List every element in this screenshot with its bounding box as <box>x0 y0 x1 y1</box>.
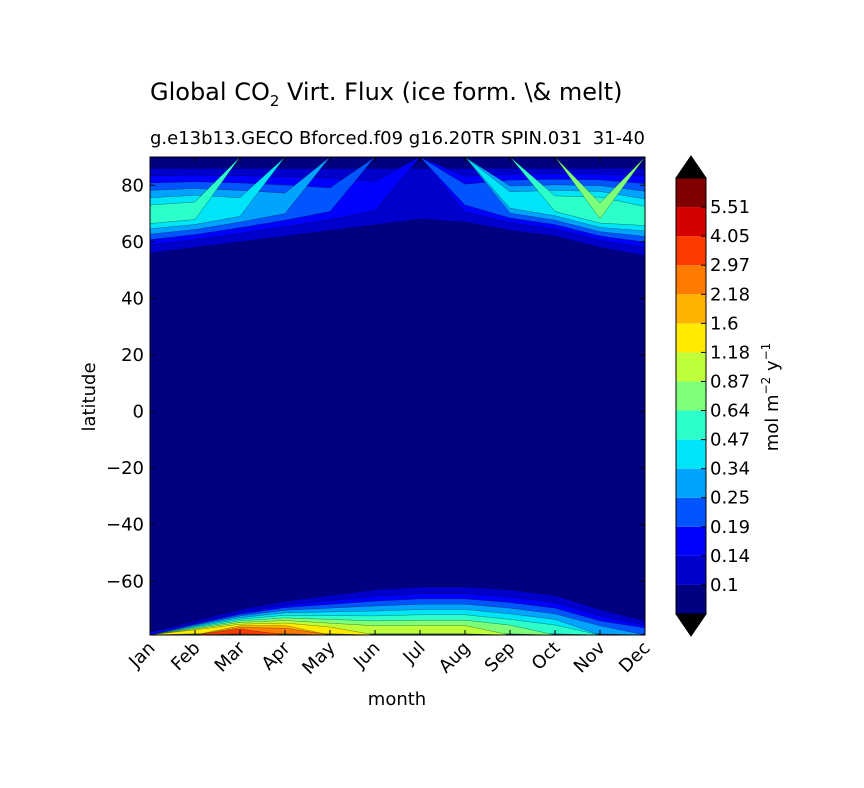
x-axis-label: month <box>368 689 426 710</box>
colorbar-segment <box>676 265 706 295</box>
colorbar-segment <box>676 526 706 556</box>
colorbar-tick-label: 0.87 <box>710 371 750 392</box>
colorbar-tick-label: 5.51 <box>710 197 750 218</box>
x-tick-label: Apr <box>258 637 295 674</box>
plot-frame <box>149 156 646 636</box>
colorbar-segment <box>676 207 706 237</box>
x-tick-label: Mar <box>211 637 250 676</box>
chart-subtitle-right: 31-40 <box>593 128 645 149</box>
colorbar-segment <box>676 584 706 614</box>
x-tick-label: Oct <box>528 638 565 675</box>
x-tick-label: May <box>298 637 339 678</box>
colorbar-segment <box>676 178 706 208</box>
colorbar-segment <box>676 468 706 498</box>
south-band-contour-level-12 <box>150 628 645 635</box>
y-tick-label: 60 <box>121 232 144 253</box>
north-band-contour-level-2 <box>150 157 645 248</box>
colorbar-segment <box>676 381 706 411</box>
colorbar-segment <box>676 236 706 266</box>
y-tick-label: 20 <box>121 345 144 366</box>
colorbar-tick-label: 0.25 <box>710 488 750 509</box>
y-axis-label: latitude <box>79 362 100 431</box>
chart-subtitle-left: g.e13b13.GECO Bforced.f09 g16.20TR SPIN.… <box>150 128 582 149</box>
x-tick-label: Jan <box>124 638 159 673</box>
colorbar-tick-label: 0.34 <box>710 459 750 480</box>
colorbar-tick-label: 0.1 <box>710 575 739 596</box>
colorbar-frame <box>675 177 707 615</box>
north-band-contour-level-6 <box>150 157 645 226</box>
colorbar-segment <box>676 439 706 469</box>
colorbar-tick-label: 0.14 <box>710 546 750 567</box>
x-tick-label: Dec <box>615 638 654 677</box>
colorbar-tick-label: 4.05 <box>710 226 750 247</box>
colorbar-tick-label: 1.18 <box>710 342 750 363</box>
colorbar-segment <box>676 410 706 440</box>
colorbar-segment <box>676 352 706 382</box>
colorbar-tick-label: 1.6 <box>710 313 739 334</box>
y-tick-label: −60 <box>106 571 144 592</box>
colorbar-segment <box>676 323 706 353</box>
y-tick-label: −20 <box>106 458 144 479</box>
colorbar-segment <box>676 497 706 527</box>
x-tick-label: Jun <box>349 638 384 673</box>
x-tick-label: Feb <box>167 638 204 675</box>
colorbar-extend-under <box>675 613 707 637</box>
x-tick-label: Sep <box>481 638 520 677</box>
x-tick-label: Jul <box>399 638 430 669</box>
colorbar-tick-label: 0.64 <box>710 401 750 422</box>
colorbar-tick-label: 2.97 <box>710 255 750 276</box>
colorbar-tick-label: 0.47 <box>710 430 750 451</box>
colorbar-segment <box>676 294 706 324</box>
chart-title: Global CO2 Virt. Flux (ice form. \& melt… <box>150 78 622 110</box>
y-tick-label: 0 <box>133 402 144 423</box>
colorbar-tick-label: 2.18 <box>710 284 750 305</box>
x-tick-label: Aug <box>435 638 475 678</box>
colorbar-tick-label: 0.19 <box>710 517 750 538</box>
colorbar-extend-over <box>675 155 707 179</box>
y-tick-label: 80 <box>121 175 144 196</box>
north-band-contour-level-3 <box>150 157 645 243</box>
y-tick-label: −40 <box>106 515 144 536</box>
colorbar-label: mol m−2 y−1 <box>759 343 783 452</box>
colorbar: 0.1 0.14 0.19 0.25 0.34 0.47 0.64 0.87 1.18 1.6 2.… <box>675 155 750 637</box>
plot-area <box>150 157 645 635</box>
x-tick-label: Nov <box>570 637 610 677</box>
y-axis: 80 60 40 20 0 −20 −40 −60 <box>106 175 645 592</box>
colorbar-segment <box>676 555 706 585</box>
y-tick-label: 40 <box>121 288 144 309</box>
